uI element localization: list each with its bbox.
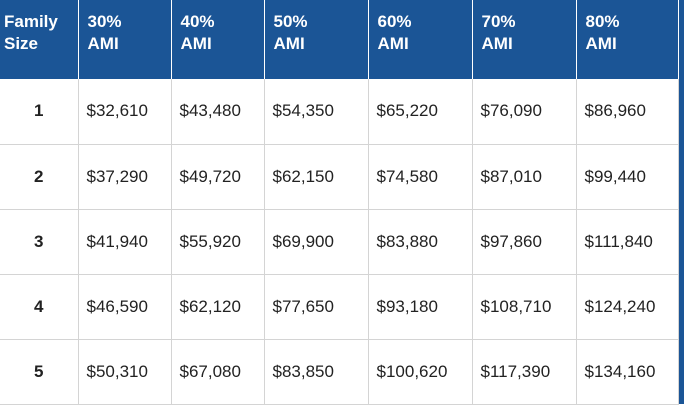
header-60-ami: 60% AMI <box>368 0 473 79</box>
table-row: 3 $41,940 $55,920 $69,900 $83,880 $97,86… <box>0 209 684 275</box>
income-cell: $76,090 <box>472 79 577 145</box>
family-size-cell: 4 <box>0 274 79 340</box>
income-cell: $108,710 <box>472 274 577 340</box>
family-size-cell: 5 <box>0 339 79 405</box>
header-40-ami: 40% AMI <box>171 0 265 79</box>
income-cell: $74,580 <box>368 144 473 210</box>
income-cell: $62,120 <box>171 274 265 340</box>
header-30-ami: 30% AMI <box>78 0 172 79</box>
income-cell: $134,160 <box>576 339 679 405</box>
income-cell: $100,620 <box>368 339 473 405</box>
income-cell: $87,010 <box>472 144 577 210</box>
income-cell: $117,390 <box>472 339 577 405</box>
table-row: 1 $32,610 $43,480 $54,350 $65,220 $76,09… <box>0 79 684 145</box>
income-cell: $93,180 <box>368 274 473 340</box>
header-50-ami: 50% AMI <box>264 0 369 79</box>
income-cell: $54,350 <box>264 79 369 145</box>
table-row: 2 $37,290 $49,720 $62,150 $74,580 $87,01… <box>0 144 684 210</box>
row-edge <box>678 79 684 144</box>
income-cell: $50,310 <box>78 339 172 405</box>
income-cell: $46,590 <box>78 274 172 340</box>
table-row: 5 $50,310 $67,080 $83,850 $100,620 $117,… <box>0 339 684 405</box>
table-header: Family Size 30% AMI 40% AMI 50% AMI 60% … <box>0 0 684 79</box>
row-edge <box>678 144 684 209</box>
row-edge <box>678 209 684 274</box>
header-80-ami: 80% AMI <box>576 0 679 79</box>
income-cell: $83,850 <box>264 339 369 405</box>
income-cell: $65,220 <box>368 79 473 145</box>
table-row: 4 $46,590 $62,120 $77,650 $93,180 $108,7… <box>0 274 684 340</box>
header-family-size: Family Size <box>0 0 79 79</box>
income-cell: $97,860 <box>472 209 577 275</box>
income-cell: $43,480 <box>171 79 265 145</box>
income-cell: $62,150 <box>264 144 369 210</box>
income-cell: $49,720 <box>171 144 265 210</box>
income-cell: $77,650 <box>264 274 369 340</box>
income-cell: $69,900 <box>264 209 369 275</box>
income-cell: $37,290 <box>78 144 172 210</box>
income-cell: $86,960 <box>576 79 679 145</box>
header-edge <box>678 0 684 79</box>
family-size-cell: 2 <box>0 144 79 210</box>
family-size-cell: 3 <box>0 209 79 275</box>
income-cell: $41,940 <box>78 209 172 275</box>
row-edge <box>678 274 684 339</box>
income-cell: $32,610 <box>78 79 172 145</box>
table-body: 1 $32,610 $43,480 $54,350 $65,220 $76,09… <box>0 79 684 405</box>
income-cell: $124,240 <box>576 274 679 340</box>
income-cell: $55,920 <box>171 209 265 275</box>
income-cell: $111,840 <box>576 209 679 275</box>
income-cell: $83,880 <box>368 209 473 275</box>
family-size-cell: 1 <box>0 79 79 145</box>
row-edge <box>678 339 684 404</box>
header-row: Family Size 30% AMI 40% AMI 50% AMI 60% … <box>0 0 684 79</box>
header-70-ami: 70% AMI <box>472 0 577 79</box>
income-cell: $99,440 <box>576 144 679 210</box>
income-cell: $67,080 <box>171 339 265 405</box>
